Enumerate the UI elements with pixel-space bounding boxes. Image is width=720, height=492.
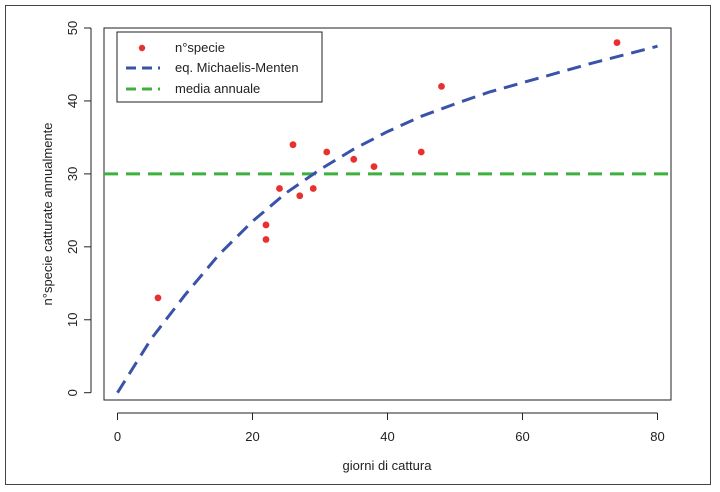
- y-tick-label: 10: [65, 313, 80, 327]
- plot-box: [103, 27, 672, 401]
- x-axis-label: giorni di cattura: [343, 458, 433, 473]
- legend: n°specie eq. Michaelis-Menten media annu…: [116, 31, 323, 103]
- legend-point-icon: [138, 44, 146, 52]
- x-tick-label: 20: [245, 429, 259, 444]
- data-point: [289, 141, 297, 149]
- michaelis-menten-curve: [116, 44, 658, 394]
- legend-label-points: n°specie: [175, 40, 225, 55]
- y-tick-label: 50: [65, 21, 80, 35]
- data-point: [370, 163, 378, 170]
- data-point: [323, 148, 331, 156]
- data-point: [613, 39, 621, 46]
- data-point: [350, 155, 358, 163]
- legend-label-mm: eq. Michaelis-Menten: [175, 60, 299, 75]
- data-point: [154, 294, 162, 302]
- x-tick-label: 80: [650, 429, 664, 444]
- data-point: [276, 185, 283, 192]
- figure-frame: [5, 5, 711, 485]
- data-point: [438, 82, 445, 90]
- legend-label-media: media annuale: [175, 81, 260, 96]
- data-points: [154, 39, 621, 302]
- data-point: [296, 192, 304, 200]
- y-tick-label: 40: [65, 94, 80, 108]
- x-tick-label: 60: [515, 429, 529, 444]
- data-point: [309, 185, 317, 192]
- x-tick-label: 0: [114, 429, 121, 444]
- data-point: [262, 221, 270, 229]
- y-tick-label: 30: [65, 167, 80, 181]
- data-point: [417, 148, 425, 156]
- series-lines: [104, 44, 671, 394]
- y-axis-label: n°specie catturate annualmente: [40, 123, 55, 306]
- axes: 0 20 40 60 80 0 10 20 30 40 50: [65, 21, 665, 444]
- y-tick-label: 20: [65, 240, 80, 254]
- data-point: [262, 236, 270, 243]
- x-tick-label: 40: [380, 429, 394, 444]
- y-tick-label: 0: [65, 389, 80, 396]
